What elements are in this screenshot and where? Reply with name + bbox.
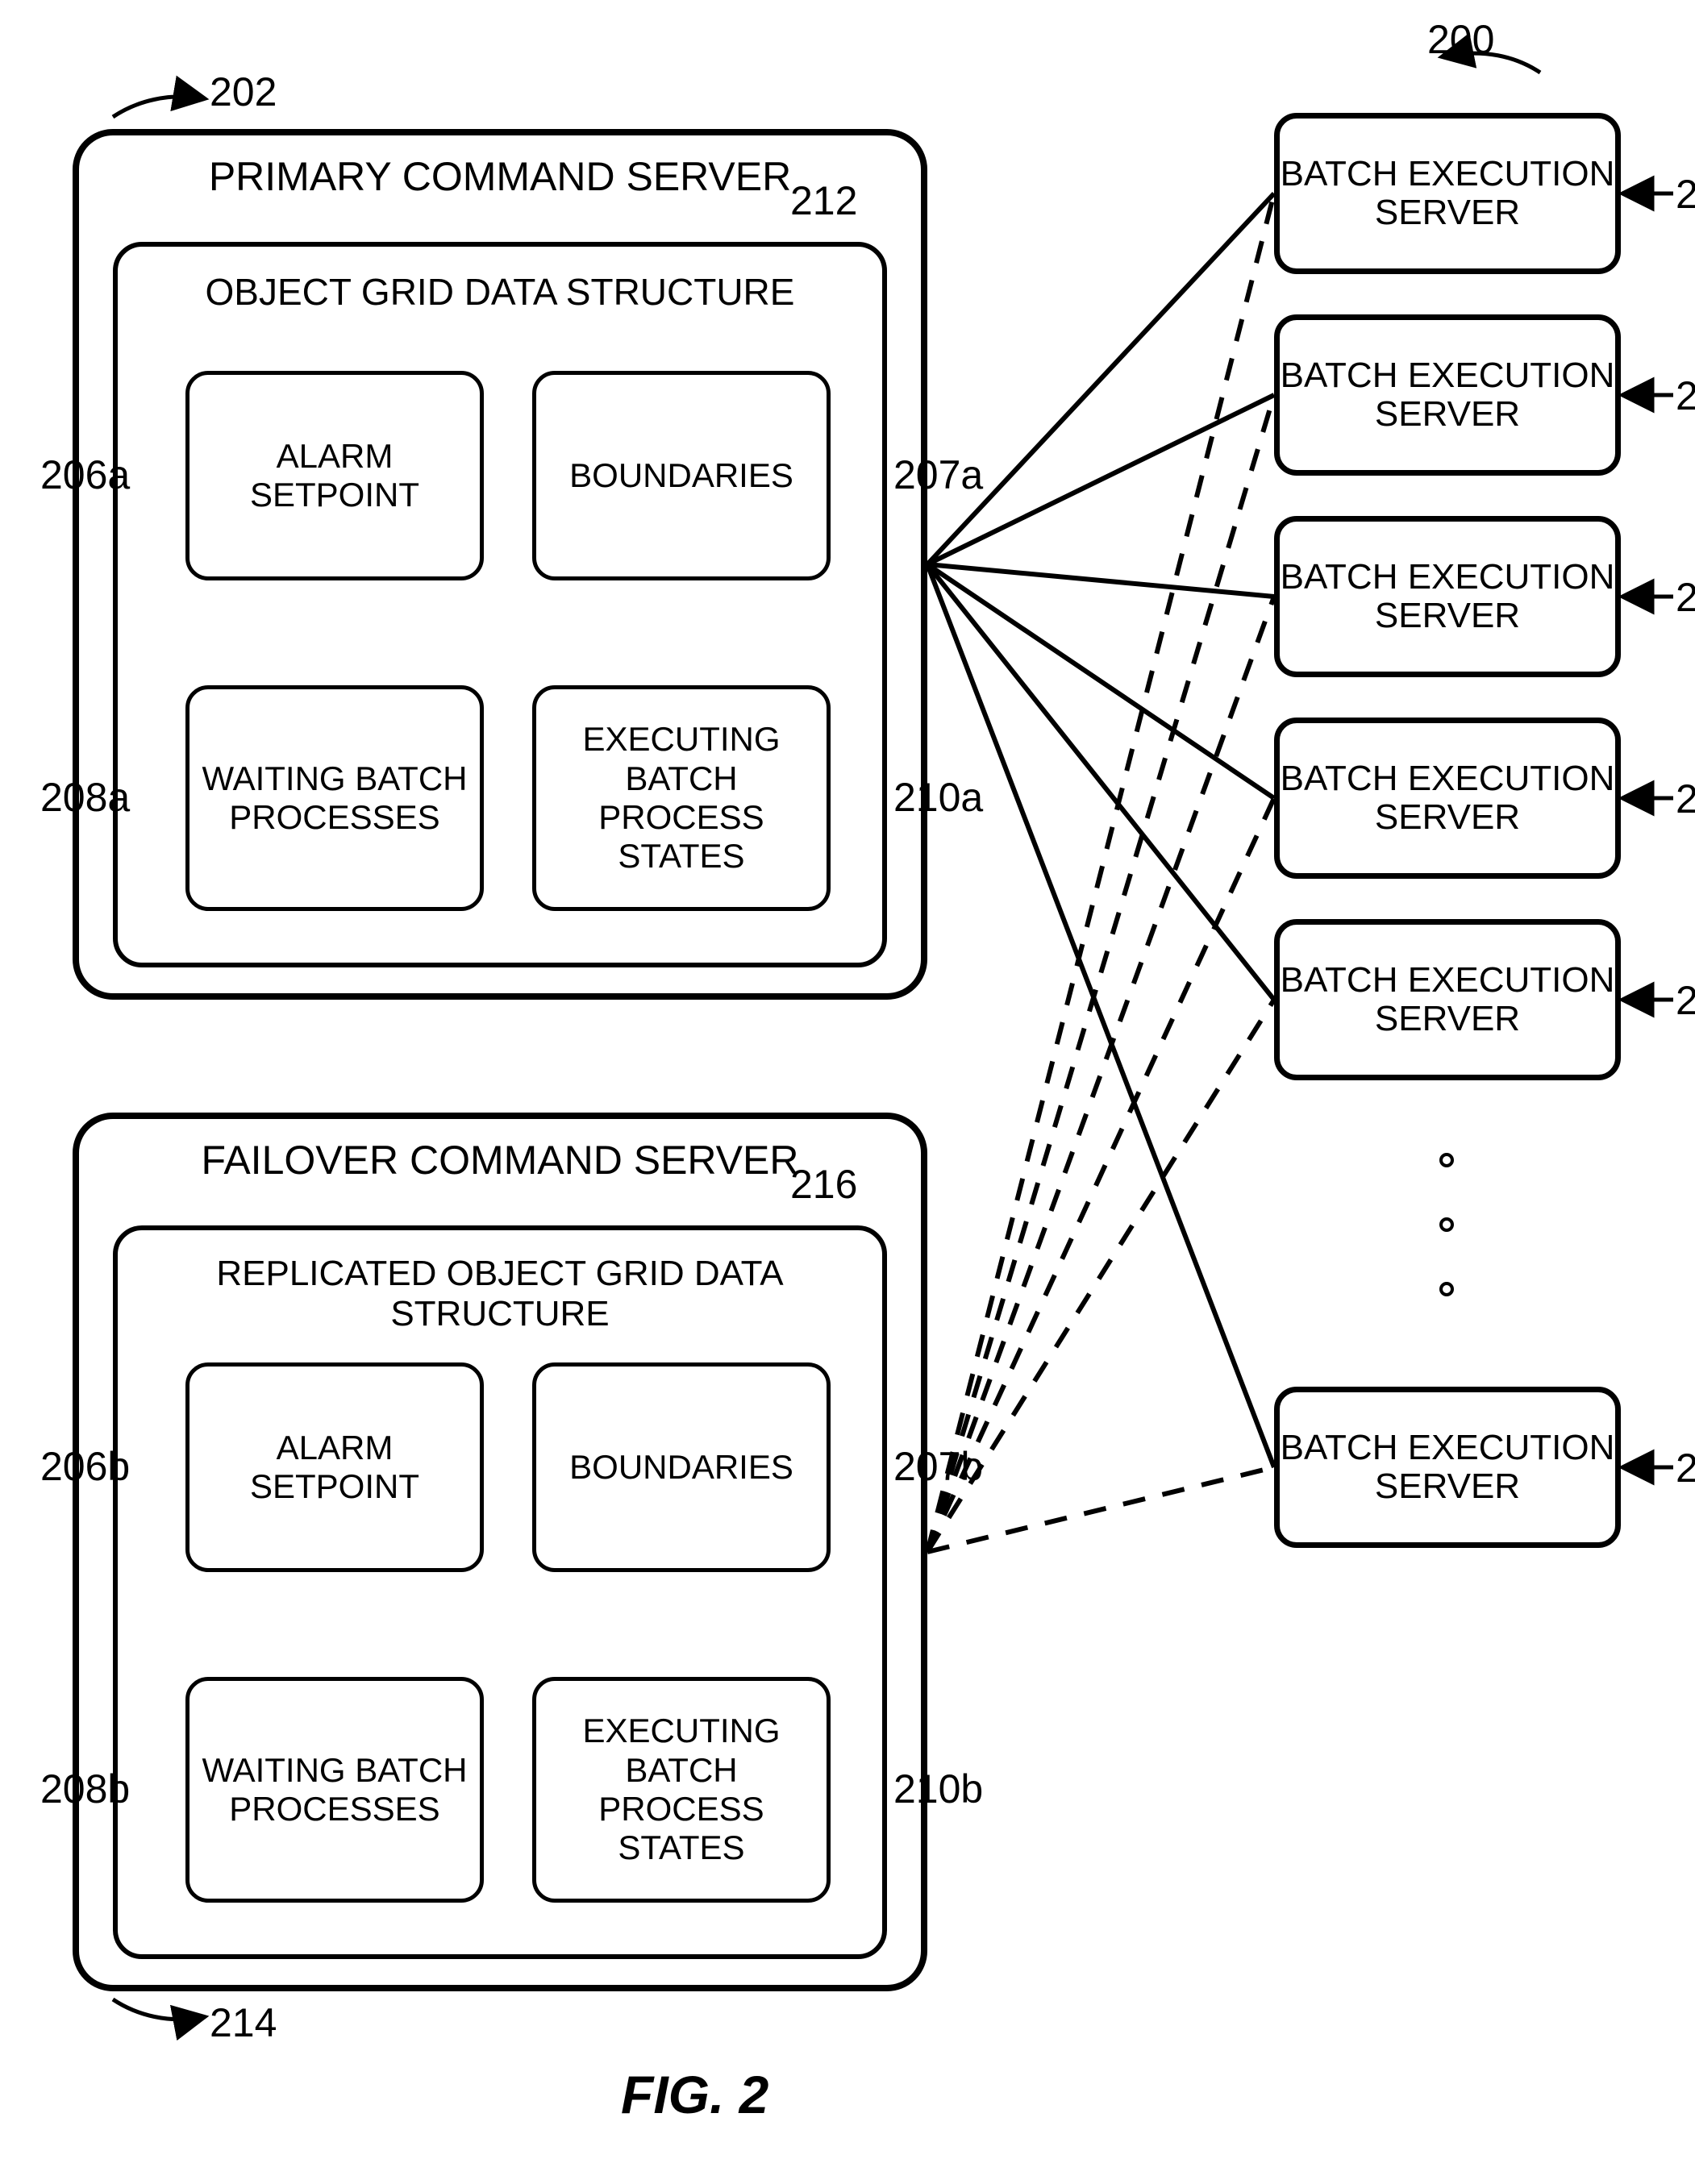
batch-execution-server: BATCH EXECUTIONSERVER bbox=[1274, 314, 1621, 476]
ref-204a: 204a bbox=[1676, 171, 1695, 218]
ref-204d: 204d bbox=[1676, 776, 1695, 822]
batch-execution-server: BATCH EXECUTIONSERVER bbox=[1274, 919, 1621, 1080]
ref-primary-grid: 212 bbox=[790, 177, 857, 224]
ref-failover: 214 bbox=[210, 1999, 277, 2046]
batch-execution-server: BATCH EXECUTIONSERVER bbox=[1274, 1387, 1621, 1548]
cell-exec-failover: EXECUTING BATCH PROCESS STATES bbox=[532, 1677, 831, 1903]
batch-execution-server: BATCH EXECUTIONSERVER bbox=[1274, 113, 1621, 274]
cell-alarm-primary: ALARM SETPOINT bbox=[185, 371, 484, 580]
cell-boundaries-failover: BOUNDARIES bbox=[532, 1362, 831, 1572]
figure-caption: FIG. 2 bbox=[621, 2064, 768, 2125]
cell-exec-primary: EXECUTING BATCH PROCESS STATES bbox=[532, 685, 831, 911]
primary-grid-title: OBJECT GRID DATA STRUCTURE bbox=[113, 270, 887, 314]
ref-208a: 208a bbox=[40, 774, 130, 821]
ref-failover-grid: 216 bbox=[790, 1161, 857, 1208]
batch-execution-server: BATCH EXECUTIONSERVER bbox=[1274, 516, 1621, 677]
ref-210a: 210a bbox=[893, 774, 983, 821]
batch-execution-server: BATCH EXECUTIONSERVER bbox=[1274, 718, 1621, 879]
ref-206a: 206a bbox=[40, 451, 130, 498]
cell-waiting-primary: WAITING BATCH PROCESSES bbox=[185, 685, 484, 911]
ref-system: 200 bbox=[1427, 16, 1494, 63]
ref-207a: 207a bbox=[893, 451, 983, 498]
ellipsis-dot bbox=[1439, 1217, 1454, 1232]
ref-206b: 206b bbox=[40, 1443, 130, 1490]
ref-208b: 208b bbox=[40, 1766, 130, 1812]
diagram-canvas: 200 PRIMARY COMMAND SERVER 202 OBJECT GR… bbox=[0, 0, 1695, 2184]
ref-204b: 204b bbox=[1676, 372, 1695, 419]
ref-204n: 204n bbox=[1676, 1445, 1695, 1491]
ref-207b: 207b bbox=[893, 1443, 983, 1490]
ref-210b: 210b bbox=[893, 1766, 983, 1812]
cell-boundaries-primary: BOUNDARIES bbox=[532, 371, 831, 580]
cell-waiting-failover: WAITING BATCH PROCESSES bbox=[185, 1677, 484, 1903]
ref-204c: 204c bbox=[1676, 574, 1695, 621]
ellipsis-dot bbox=[1439, 1282, 1454, 1296]
cell-alarm-failover: ALARM SETPOINT bbox=[185, 1362, 484, 1572]
ellipsis-dot bbox=[1439, 1153, 1454, 1167]
ref-primary: 202 bbox=[210, 69, 277, 115]
failover-grid-title: REPLICATED OBJECT GRID DATA STRUCTURE bbox=[113, 1254, 887, 1334]
ref-204e: 204e bbox=[1676, 977, 1695, 1024]
